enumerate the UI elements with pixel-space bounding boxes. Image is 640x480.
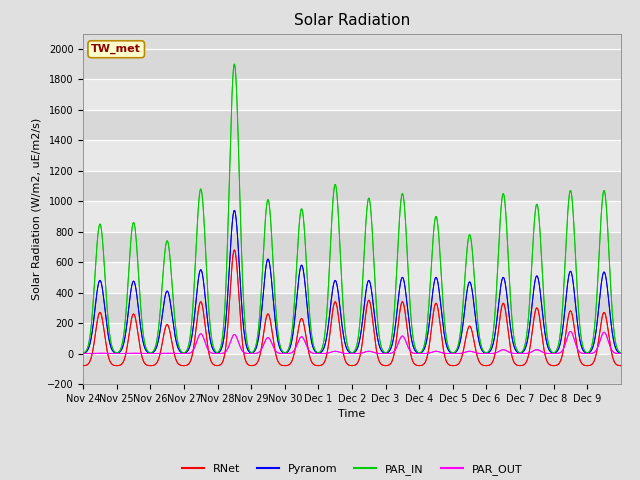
PAR_IN bbox=[147, 350, 154, 356]
Pyranom bbox=[372, 325, 380, 331]
Pyranom bbox=[147, 350, 154, 356]
Bar bbox=[83, 110, 621, 140]
Text: TW_met: TW_met bbox=[92, 44, 141, 54]
Bar bbox=[83, 323, 621, 354]
X-axis label: Time: Time bbox=[339, 409, 365, 419]
Bar bbox=[83, 293, 621, 323]
PAR_OUT bbox=[191, 345, 198, 350]
Pyranom bbox=[230, 207, 238, 213]
Y-axis label: Solar Radiation (W/m2, uE/m2/s): Solar Radiation (W/m2, uE/m2/s) bbox=[31, 118, 42, 300]
Bar bbox=[83, 201, 621, 232]
Pyranom bbox=[617, 350, 625, 356]
Bar bbox=[83, 354, 621, 384]
RNet bbox=[79, 363, 87, 369]
Bar bbox=[83, 49, 621, 79]
RNet bbox=[526, 345, 534, 351]
RNet bbox=[372, 344, 380, 349]
RNet bbox=[191, 337, 198, 343]
Pyranom bbox=[526, 321, 534, 327]
PAR_OUT bbox=[372, 350, 380, 356]
PAR_IN bbox=[401, 208, 409, 214]
PAR_OUT bbox=[617, 351, 625, 357]
PAR_OUT bbox=[540, 350, 547, 356]
Bar bbox=[83, 262, 621, 293]
Pyranom bbox=[191, 310, 198, 316]
RNet bbox=[500, 300, 508, 306]
Pyranom bbox=[540, 321, 548, 327]
RNet bbox=[401, 307, 408, 312]
PAR_IN bbox=[526, 294, 534, 300]
PAR_OUT bbox=[401, 336, 408, 341]
Title: Solar Radiation: Solar Radiation bbox=[294, 13, 410, 28]
RNet bbox=[617, 363, 625, 369]
PAR_OUT bbox=[79, 351, 87, 357]
PAR_IN bbox=[372, 296, 380, 301]
PAR_IN bbox=[500, 191, 508, 197]
Line: PAR_IN: PAR_IN bbox=[83, 64, 621, 353]
RNet bbox=[230, 247, 238, 253]
RNet bbox=[540, 345, 548, 351]
PAR_IN bbox=[230, 61, 238, 67]
Line: RNet: RNet bbox=[83, 250, 621, 366]
PAR_OUT bbox=[499, 347, 507, 353]
PAR_OUT bbox=[526, 350, 534, 356]
Legend: RNet, Pyranom, PAR_IN, PAR_OUT: RNet, Pyranom, PAR_IN, PAR_OUT bbox=[177, 460, 527, 480]
Line: Pyranom: Pyranom bbox=[83, 210, 621, 353]
Pyranom bbox=[500, 275, 508, 280]
Pyranom bbox=[79, 350, 87, 356]
PAR_IN bbox=[540, 294, 548, 300]
Bar bbox=[83, 232, 621, 262]
Bar bbox=[83, 171, 621, 201]
PAR_IN bbox=[191, 271, 198, 277]
Line: PAR_OUT: PAR_OUT bbox=[83, 332, 621, 354]
PAR_IN bbox=[79, 350, 87, 356]
Bar bbox=[83, 79, 621, 110]
RNet bbox=[449, 363, 457, 369]
PAR_IN bbox=[617, 350, 625, 356]
Pyranom bbox=[401, 283, 409, 288]
PAR_OUT bbox=[566, 329, 574, 335]
Bar bbox=[83, 140, 621, 171]
